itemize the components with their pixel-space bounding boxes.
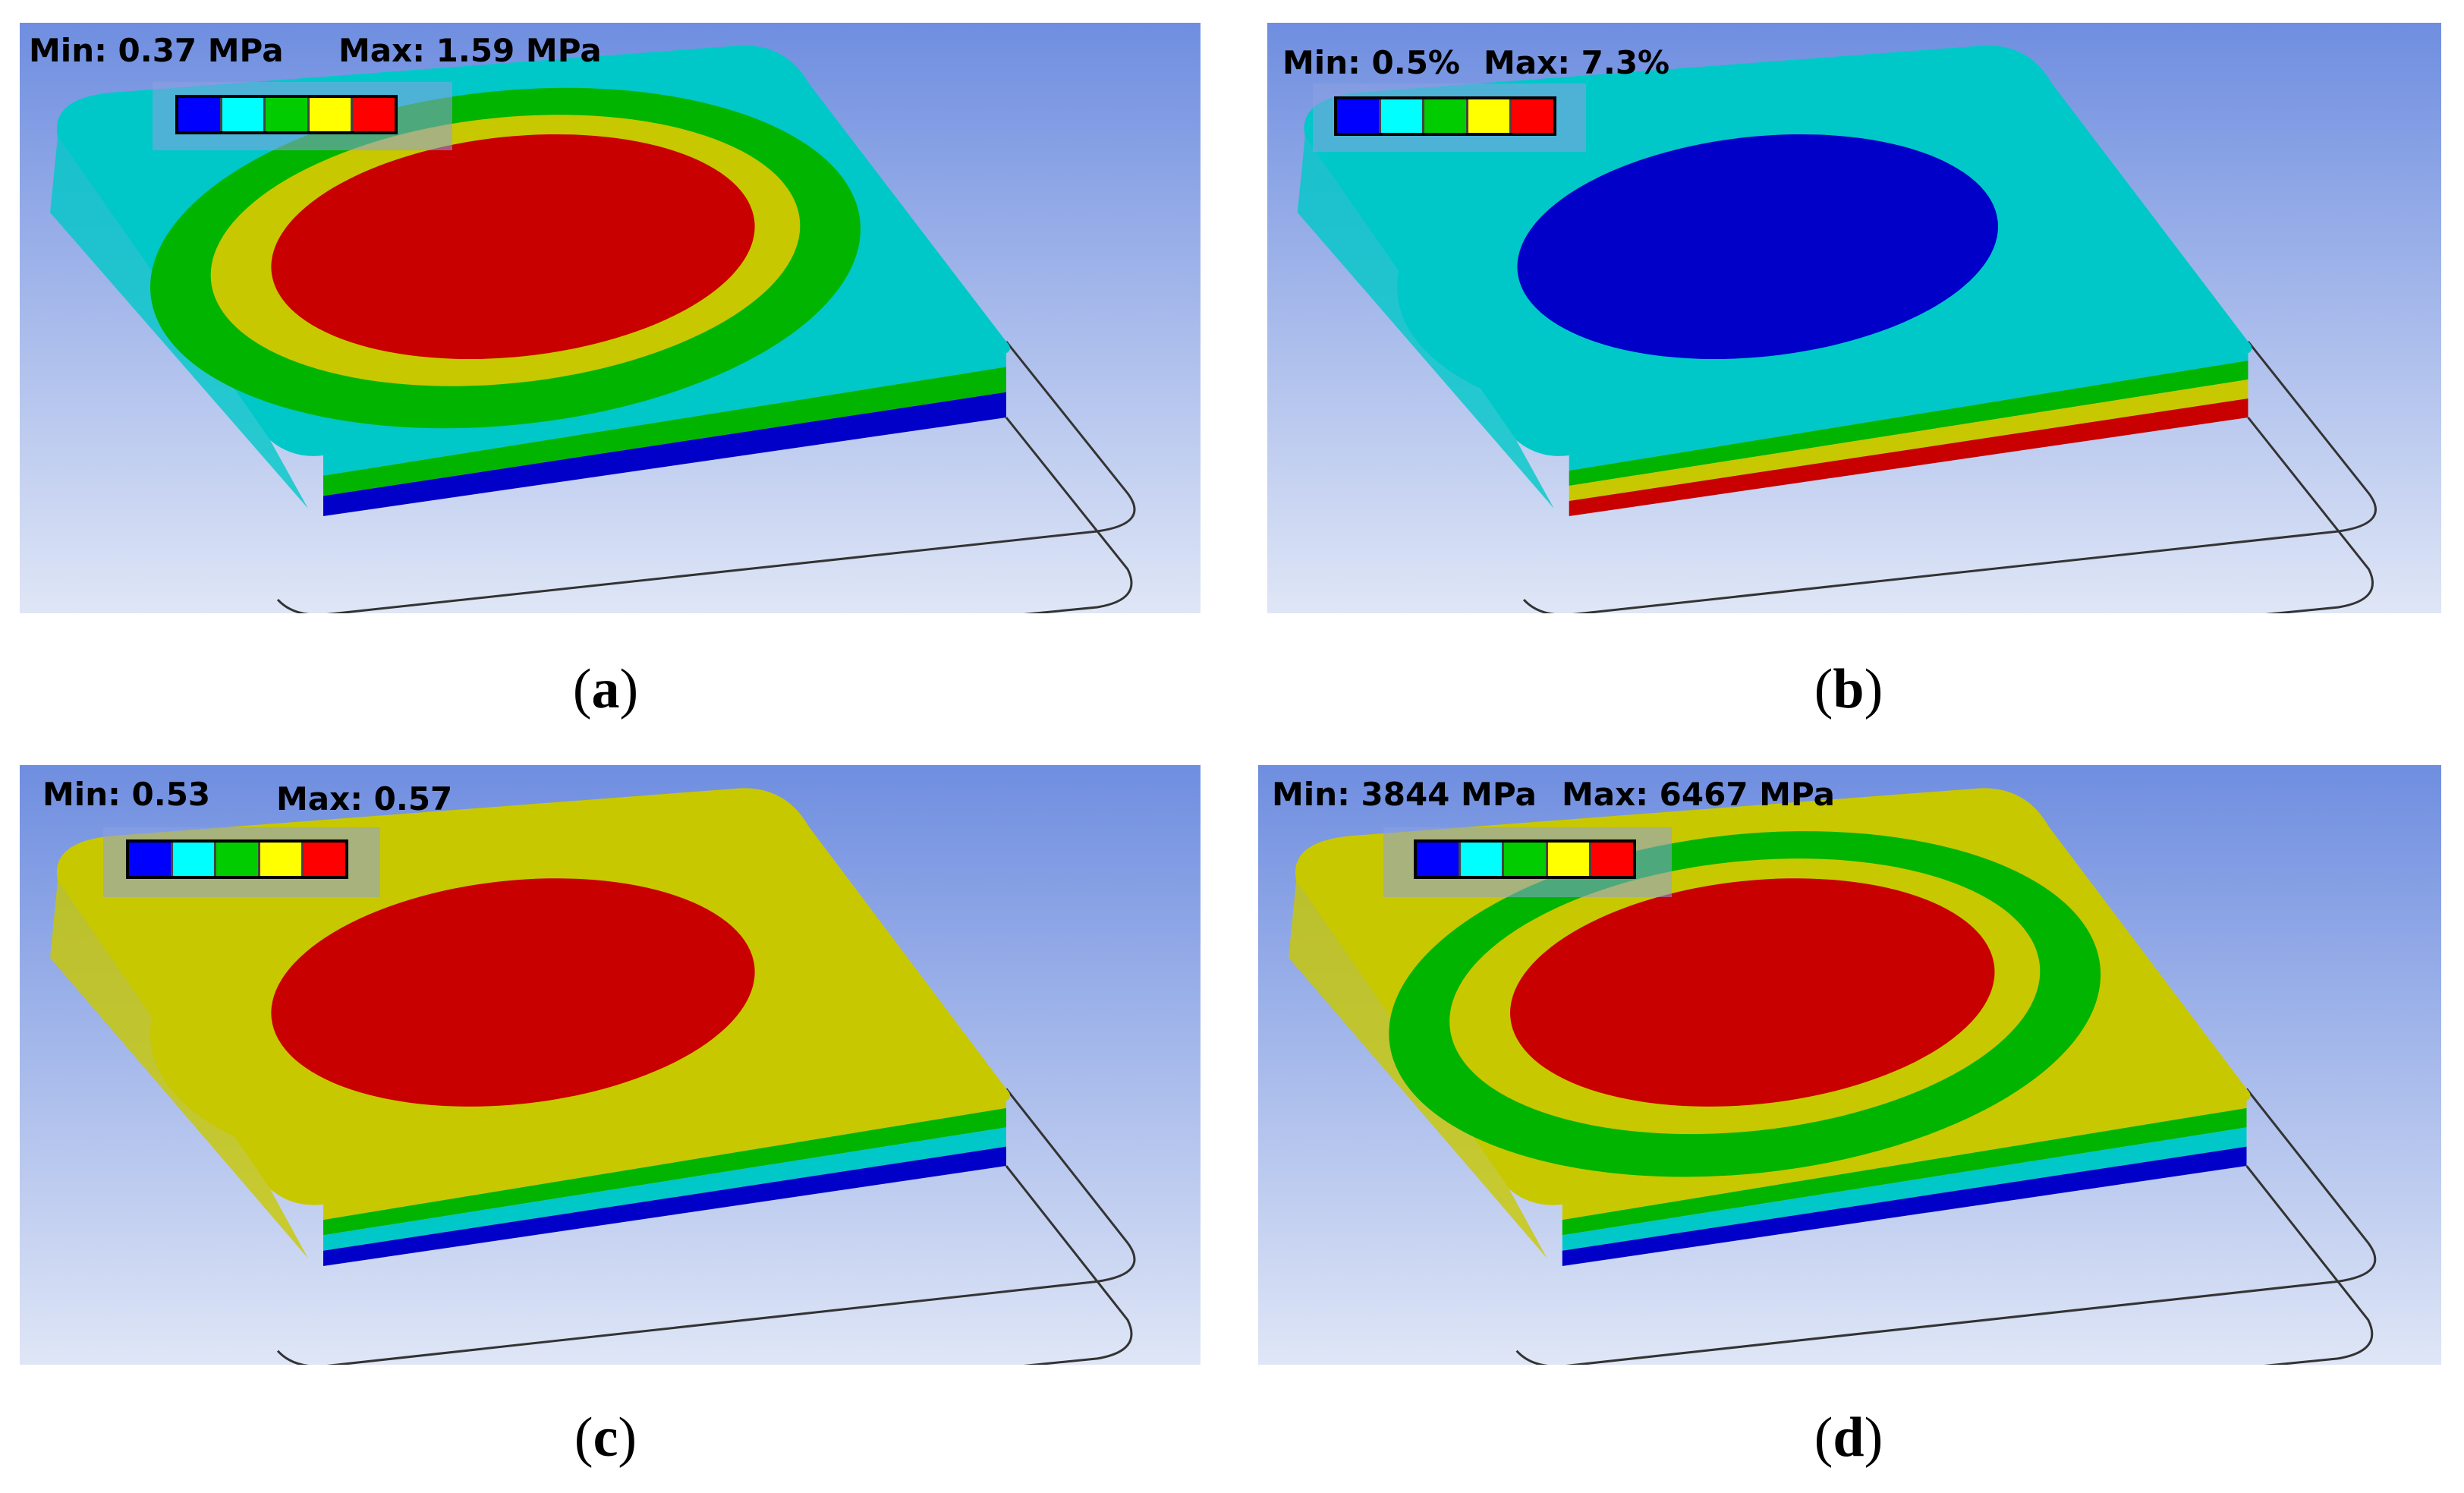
legend-swatch	[1380, 99, 1425, 133]
min-label-c: Min: 0.53	[42, 776, 211, 813]
color-legend-c	[126, 839, 348, 879]
panel-b: Min: 0.5% Max: 7.3%	[1267, 23, 2441, 613]
min-label-a: Min: 0.37 MPa	[29, 32, 284, 69]
color-legend-d	[1414, 839, 1636, 879]
plate-side-band	[323, 1146, 1006, 1267]
contour-center	[271, 134, 755, 360]
mesh-outline	[1005, 417, 1133, 613]
plate-side-band	[1569, 380, 2248, 501]
color-legend-a	[175, 95, 398, 134]
legend-swatch	[172, 843, 217, 876]
max-label-a: Max: 1.59 MPa	[338, 32, 602, 69]
plate-side-band	[1562, 1146, 2247, 1267]
max-label-c: Max: 0.57	[276, 780, 453, 817]
caption-c: (c)	[574, 1406, 637, 1469]
contour-center	[271, 878, 755, 1107]
min-label-d: Min: 3844 MPa	[1272, 776, 1537, 813]
plate-side-band	[1569, 398, 2248, 516]
panel-c: Min: 0.53 Max: 0.57	[20, 765, 1201, 1365]
color-legend-b	[1334, 96, 1556, 136]
legend-swatch	[129, 843, 173, 876]
legend-swatch	[1417, 843, 1461, 876]
caption-b: (b)	[1814, 658, 1883, 720]
legend-swatch	[304, 843, 345, 876]
caption-d: (d)	[1814, 1406, 1883, 1469]
max-label-b: Max: 7.3%	[1484, 44, 1670, 81]
legend-swatch	[1424, 99, 1468, 133]
plate-side-band	[1562, 1127, 2247, 1251]
max-label-d: Max: 6467 MPa	[1562, 776, 1835, 813]
legend-swatch	[260, 843, 304, 876]
legend-swatch	[1504, 843, 1548, 876]
caption-letter-a: a	[591, 658, 620, 720]
contour-center	[1510, 878, 1995, 1107]
legend-swatch	[216, 843, 260, 876]
panel-d: Min: 3844 MPa Max: 6467 MPa	[1258, 765, 2441, 1365]
plate-side-band	[323, 392, 1006, 516]
legend-swatch	[1460, 843, 1505, 876]
legend-swatch	[178, 98, 222, 131]
caption-letter-d: d	[1833, 1406, 1865, 1469]
panel-a: Min: 0.37 MPa Max: 1.59 MPa	[20, 23, 1201, 613]
legend-swatch	[1547, 843, 1592, 876]
caption-letter-b: b	[1833, 658, 1865, 720]
contour-center	[1517, 134, 1999, 360]
legend-swatch	[1468, 99, 1512, 133]
plate-side-band	[323, 1127, 1006, 1251]
min-label-b: Min: 0.5%	[1282, 44, 1460, 81]
plate-side-band	[1562, 1107, 2247, 1236]
plate-side-band	[323, 1107, 1006, 1236]
plate-side-band	[323, 367, 1006, 496]
mesh-outline	[2247, 417, 2374, 613]
caption-a: (a)	[572, 658, 639, 720]
legend-swatch	[1591, 843, 1633, 876]
legend-swatch	[1337, 99, 1381, 133]
plate-side-band	[1569, 361, 2248, 486]
caption-letter-c: c	[593, 1406, 618, 1469]
legend-swatch	[266, 98, 310, 131]
legend-swatch	[353, 98, 395, 131]
legend-swatch	[1512, 99, 1553, 133]
legend-swatch	[222, 98, 266, 131]
mesh-outline	[1005, 1165, 1133, 1365]
legend-swatch	[309, 98, 354, 131]
mesh-outline	[2245, 1165, 2374, 1365]
